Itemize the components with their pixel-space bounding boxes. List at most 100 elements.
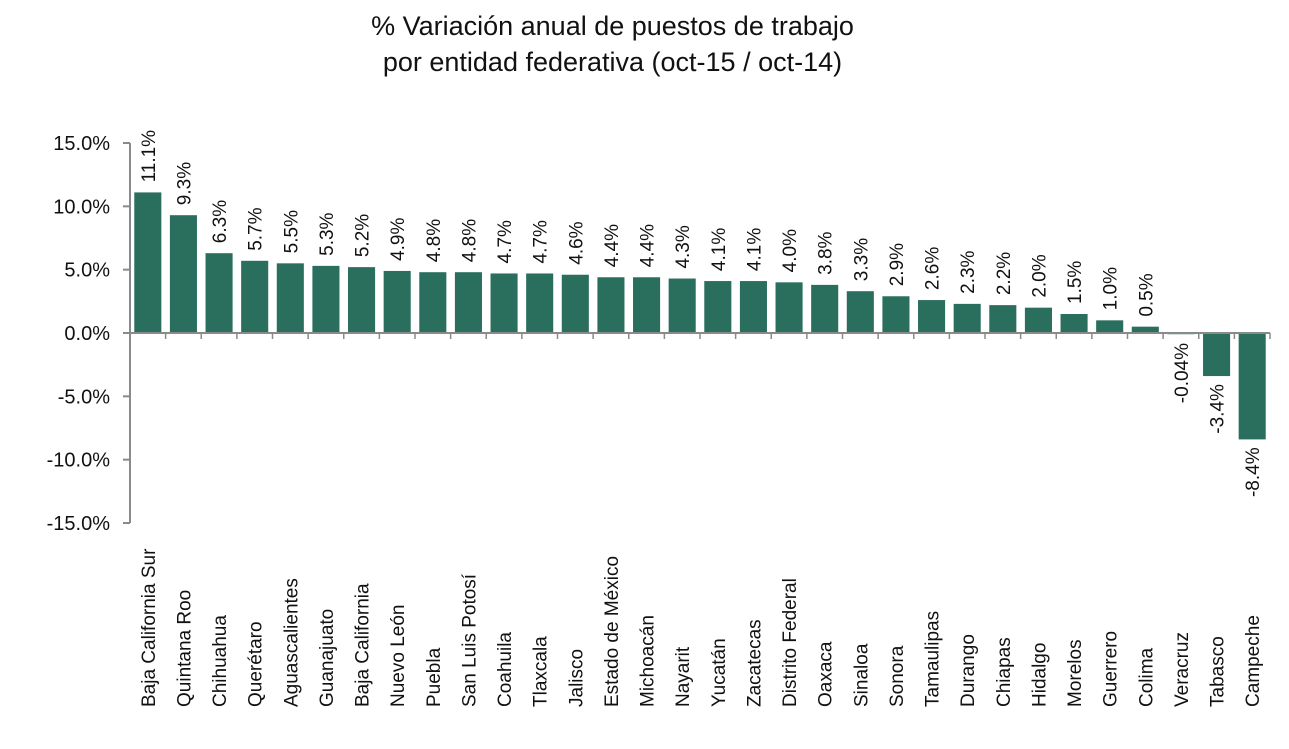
- data-label: -8.4%: [1243, 447, 1264, 497]
- y-tick-label: 5.0%: [64, 260, 110, 282]
- data-label: 4.8%: [424, 219, 445, 262]
- data-label: 3.8%: [816, 231, 837, 274]
- bar: [205, 253, 233, 333]
- bar: [383, 270, 411, 333]
- category-label: Michoacán: [638, 615, 659, 707]
- chart-title-line-2: por entidad federativa (oct-15 / oct-14): [382, 47, 843, 77]
- y-axis: 15.0% 10.0% 5.0% 0.0% -5.0% -10.0% -15.0%: [47, 133, 131, 535]
- category-label: Baja California Sur: [139, 548, 160, 707]
- y-tick-label: 10.0%: [53, 196, 110, 218]
- category-label: Puebla: [424, 647, 445, 707]
- category-label: Colima: [1136, 647, 1157, 707]
- data-label: 0.5%: [1136, 273, 1157, 316]
- data-label: 5.7%: [246, 207, 267, 250]
- category-label: Oaxaca: [816, 641, 837, 707]
- bar: [561, 274, 589, 333]
- bar: [241, 260, 269, 333]
- chart-title: % Variación anual de puestos de trabajo …: [0, 8, 1225, 80]
- category-label: Hidalgo: [1029, 643, 1050, 707]
- category-label: Coahuila: [495, 632, 516, 707]
- data-label: 2.0%: [1029, 254, 1050, 297]
- bar: [1238, 333, 1266, 440]
- bar: [169, 215, 197, 333]
- bar: [739, 281, 767, 333]
- category-label: Guerrero: [1101, 631, 1122, 707]
- data-label: -3.4%: [1208, 384, 1229, 434]
- bar: [419, 272, 447, 333]
- category-label: San Luis Potosí: [459, 573, 480, 707]
- category-label: Sinaloa: [851, 643, 872, 707]
- bar: [918, 300, 946, 333]
- data-label: 4.8%: [459, 219, 480, 262]
- category-label: Veracruz: [1172, 632, 1193, 707]
- data-label: 4.4%: [602, 224, 623, 267]
- category-label: Tlaxcala: [531, 636, 552, 707]
- bar: [134, 192, 162, 333]
- bar: [811, 284, 839, 333]
- data-label: 11.1%: [139, 130, 160, 183]
- category-labels: Baja California Sur Quintana Roo Chihuahua…: [139, 548, 1264, 707]
- category-label: Querétaro: [246, 621, 267, 707]
- bar: [1060, 314, 1088, 333]
- category-label: Jalisco: [566, 649, 587, 707]
- bar: [704, 281, 732, 333]
- data-label: 5.3%: [317, 212, 338, 255]
- data-label: 3.3%: [851, 238, 872, 281]
- bar: [312, 265, 340, 333]
- category-label: Chiapas: [994, 637, 1015, 707]
- data-label: 4.0%: [780, 229, 801, 272]
- bar: [490, 273, 518, 333]
- data-label: 9.3%: [174, 162, 195, 205]
- category-label: Chihuahua: [210, 615, 231, 707]
- bar: [348, 267, 376, 333]
- data-label: 4.3%: [673, 225, 694, 268]
- y-tick-label: -5.0%: [58, 386, 110, 408]
- bar: [1096, 320, 1124, 333]
- y-tick-label: -10.0%: [47, 450, 111, 472]
- bar: [953, 303, 981, 333]
- category-label: Aguascalientes: [281, 578, 302, 707]
- data-label: 4.4%: [638, 224, 659, 267]
- category-label: Guanajuato: [317, 609, 338, 707]
- bar: [882, 296, 910, 333]
- y-tick-label: 0.0%: [64, 323, 110, 345]
- bar: [526, 273, 554, 333]
- bar: [775, 282, 803, 333]
- bar: [1131, 326, 1159, 333]
- category-label: Tabasco: [1208, 636, 1229, 707]
- category-label: Zacatecas: [744, 619, 765, 707]
- bar: [1203, 333, 1231, 377]
- data-label: 4.7%: [495, 220, 516, 263]
- bar: [276, 263, 304, 333]
- bar: [633, 277, 661, 333]
- category-label: Tamaulipas: [923, 611, 944, 707]
- category-label: Estado de México: [602, 556, 623, 707]
- bar: [846, 291, 874, 333]
- data-label: 2.6%: [923, 247, 944, 290]
- data-label: 2.2%: [994, 252, 1015, 295]
- data-label: 4.1%: [709, 228, 730, 271]
- category-label: Distrito Federal: [780, 578, 801, 707]
- category-label: Nuevo León: [388, 605, 409, 707]
- data-label: 1.5%: [1065, 261, 1086, 304]
- data-label: -0.04%: [1172, 343, 1193, 403]
- bar: [668, 278, 696, 333]
- y-tick-label: 15.0%: [53, 133, 110, 155]
- data-label: 4.6%: [566, 221, 587, 264]
- data-label: 1.0%: [1101, 267, 1122, 310]
- data-label: 5.5%: [281, 210, 302, 253]
- data-label: 2.3%: [958, 250, 979, 293]
- category-label: Quintana Roo: [174, 590, 195, 707]
- category-label: Sonora: [887, 645, 908, 707]
- bar: [1024, 307, 1052, 333]
- chart-title-line-1: % Variación anual de puestos de trabajo: [371, 11, 854, 41]
- data-label: 6.3%: [210, 200, 231, 243]
- data-label: 2.9%: [887, 243, 908, 286]
- bar: [454, 272, 482, 333]
- category-label: Nayarit: [673, 646, 694, 707]
- bar: [597, 277, 625, 333]
- data-label: 4.7%: [531, 220, 552, 263]
- data-label: 4.1%: [744, 228, 765, 271]
- bar: [989, 305, 1017, 333]
- category-label: Campeche: [1243, 615, 1264, 707]
